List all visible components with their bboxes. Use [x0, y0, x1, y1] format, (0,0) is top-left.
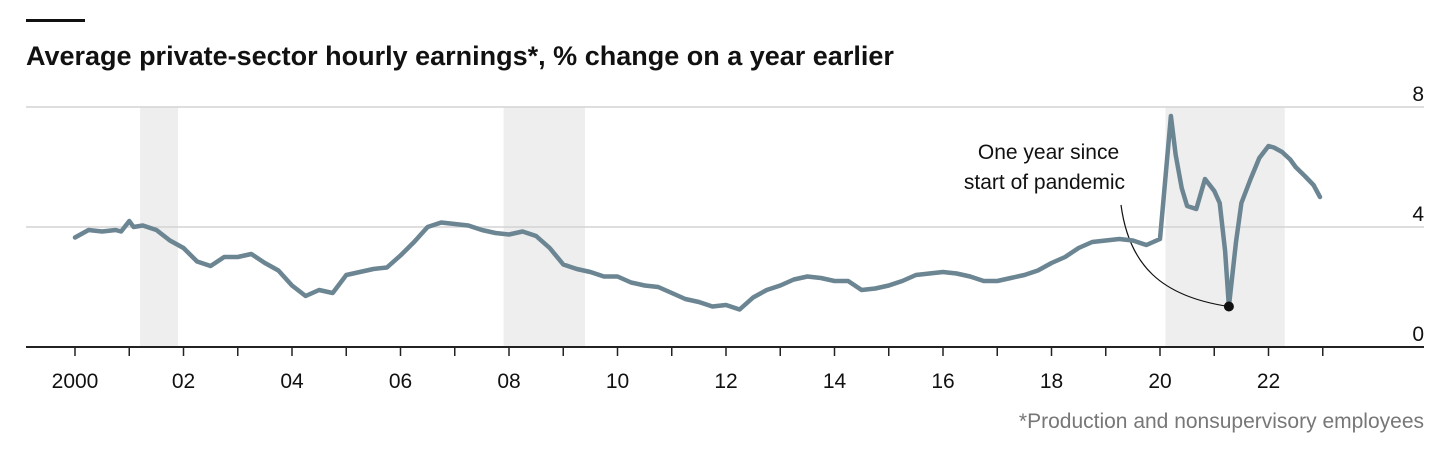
- y-tick-label-8: 8: [1412, 83, 1424, 106]
- y-tick-label-0: 0: [1412, 323, 1424, 346]
- gridlines: [26, 106, 1424, 228]
- annotation-leader-line: [1120, 204, 1229, 308]
- x-axis: 2000 02 04 06 08 10 12 14 16 18 20 22: [26, 346, 1424, 393]
- annotation-line-2: start of pandemic: [964, 171, 1125, 194]
- y-axis-labels: 0 4 8: [1412, 83, 1424, 346]
- y-tick-label-4: 4: [1412, 203, 1424, 226]
- x-tick-label-04: 04: [280, 370, 304, 393]
- footnote: *Production and nonsupervisory employees: [1019, 410, 1424, 433]
- x-tick-label-06: 06: [389, 370, 412, 393]
- x-tick-label-2000: 2000: [52, 370, 99, 393]
- x-tick-label-02: 02: [172, 370, 195, 393]
- x-tick-label-14: 14: [823, 370, 847, 393]
- top-accent-bar: [26, 19, 85, 22]
- x-tick-label-22: 22: [1257, 370, 1280, 393]
- x-tick-label-08: 08: [497, 370, 520, 393]
- pandemic-marker-point: [1223, 301, 1234, 312]
- x-tick-label-16: 16: [931, 370, 954, 393]
- x-tick-label-10: 10: [606, 370, 629, 393]
- earnings-series-line: [72, 113, 1323, 312]
- x-tick-label-12: 12: [714, 370, 737, 393]
- chart-title: Average private-sector hourly earnings*,…: [26, 41, 894, 71]
- x-tick-label-18: 18: [1040, 370, 1063, 393]
- annotation-label: One year since start of pandemic: [964, 141, 1125, 194]
- annotation-line-1: One year since: [978, 141, 1119, 164]
- x-tick-label-20: 20: [1148, 370, 1171, 393]
